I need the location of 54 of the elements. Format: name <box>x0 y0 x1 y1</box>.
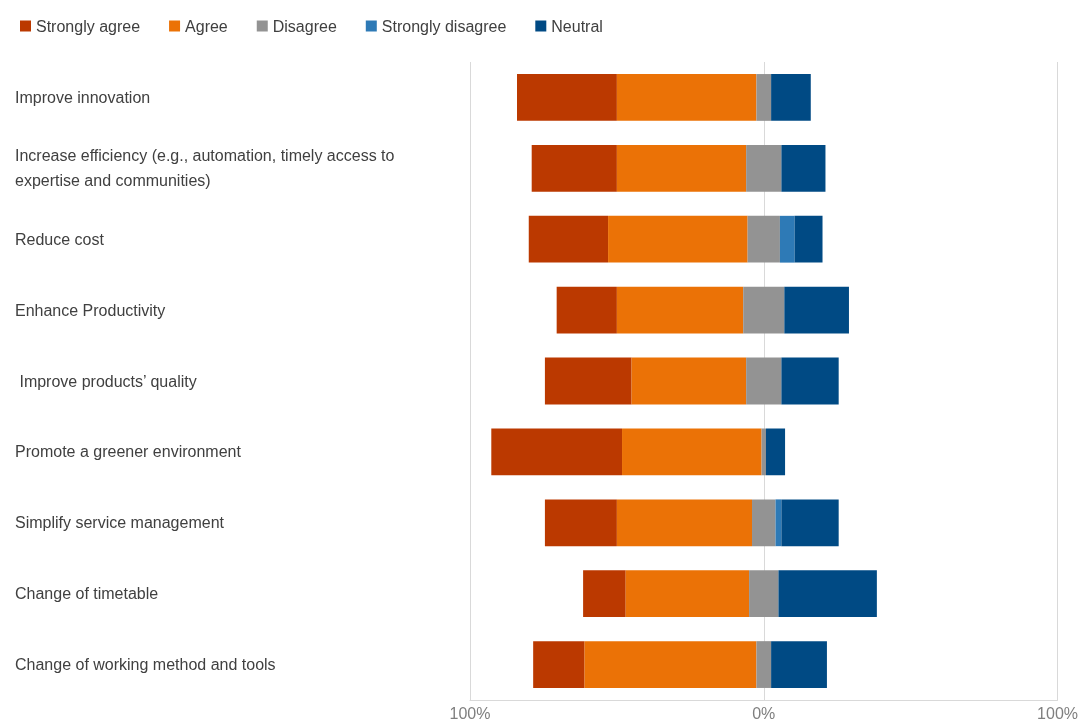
legend-label: Strongly agree <box>36 17 141 35</box>
bar <box>616 144 747 192</box>
bar <box>533 641 585 688</box>
bar <box>544 357 632 405</box>
bar <box>531 144 617 192</box>
bar <box>756 74 772 121</box>
bar <box>779 215 795 263</box>
bar <box>771 74 811 121</box>
bar <box>491 428 623 476</box>
bar <box>749 570 779 618</box>
bar <box>517 74 617 121</box>
y-tick-label: Increase efficiency (e.g., automation, timely access to expertise and communities) <box>15 147 399 190</box>
x-tick-label: 100% <box>1037 704 1078 722</box>
bar <box>746 357 782 405</box>
bar <box>622 428 762 476</box>
bar <box>756 641 772 688</box>
bar <box>625 570 750 618</box>
bar <box>778 570 877 618</box>
bar <box>784 286 849 334</box>
y-tick-label: Simplify service management <box>15 514 225 532</box>
y-tick-label: Enhance Productivity <box>15 301 166 319</box>
bar <box>583 570 626 618</box>
legend-label: Neutral <box>551 17 603 35</box>
bar <box>556 286 617 334</box>
y-tick-label: Change of timetable <box>15 585 159 603</box>
x-tick-label: 0% <box>752 704 776 722</box>
y-tick-label: Improve innovation <box>15 88 151 106</box>
bar <box>584 641 757 688</box>
bar <box>608 215 748 263</box>
bar <box>616 499 753 547</box>
bar <box>616 74 757 121</box>
bar <box>528 215 609 263</box>
bar <box>743 286 785 334</box>
x-tick-label: 100% <box>449 704 491 722</box>
legend-label: Disagree <box>272 17 337 35</box>
bar <box>746 144 782 192</box>
bar <box>765 428 786 476</box>
legend-label: Agree <box>185 17 228 35</box>
bar <box>544 499 617 547</box>
bar <box>761 428 766 476</box>
bar <box>781 499 839 547</box>
y-tick-label: Improve products’ quality <box>15 372 197 390</box>
legend-label: Strongly disagree <box>381 17 507 35</box>
bar <box>781 357 839 405</box>
bar <box>747 215 780 263</box>
y-tick-label: Change of working method and tools <box>15 656 276 674</box>
y-tick-label: Reduce cost <box>15 230 105 248</box>
y-tick-label: Promote a greener environment <box>15 443 242 461</box>
bar <box>794 215 823 263</box>
bar <box>771 641 827 688</box>
bar <box>616 286 744 334</box>
bar <box>631 357 747 405</box>
bar <box>752 499 776 547</box>
bar <box>781 144 826 192</box>
